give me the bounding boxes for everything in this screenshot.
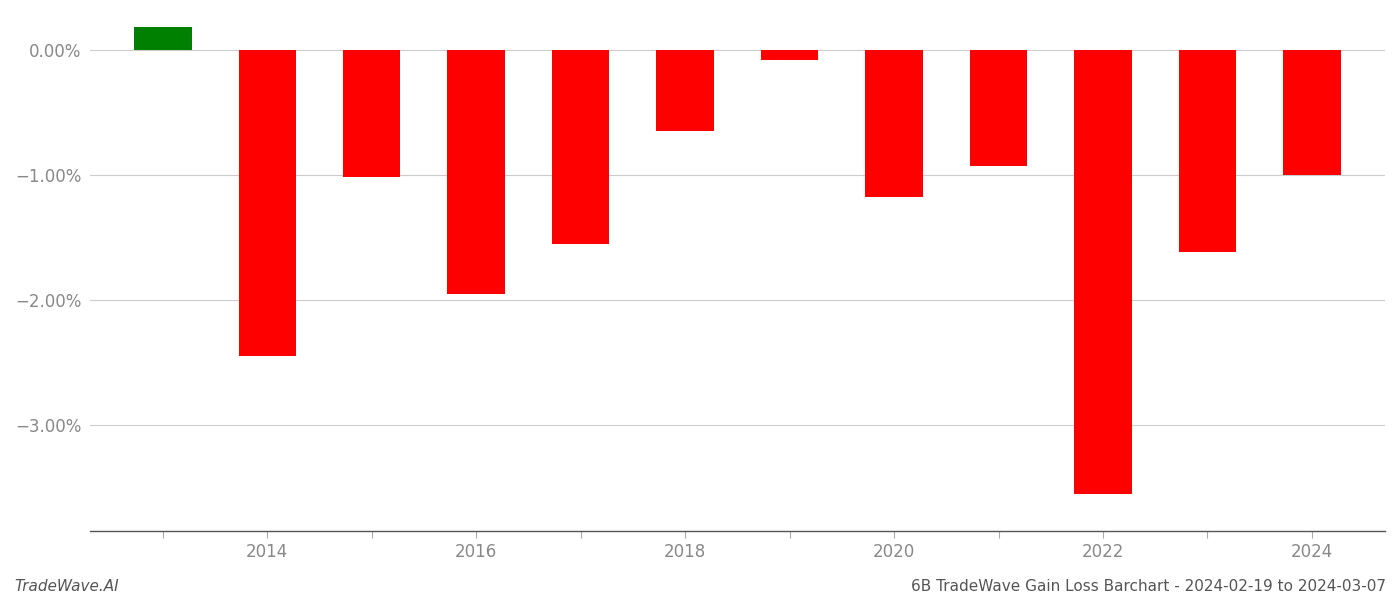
Text: 6B TradeWave Gain Loss Barchart - 2024-02-19 to 2024-03-07: 6B TradeWave Gain Loss Barchart - 2024-0… xyxy=(911,579,1386,594)
Bar xyxy=(552,50,609,244)
Bar xyxy=(760,50,819,60)
Bar xyxy=(865,50,923,197)
Bar xyxy=(448,50,505,294)
Bar xyxy=(970,50,1028,166)
Text: TradeWave.AI: TradeWave.AI xyxy=(14,579,119,594)
Bar xyxy=(1284,50,1341,175)
Bar xyxy=(657,50,714,131)
Bar xyxy=(1074,50,1131,494)
Bar xyxy=(343,50,400,178)
Bar xyxy=(238,50,295,356)
Bar xyxy=(134,28,192,50)
Bar xyxy=(1179,50,1236,253)
